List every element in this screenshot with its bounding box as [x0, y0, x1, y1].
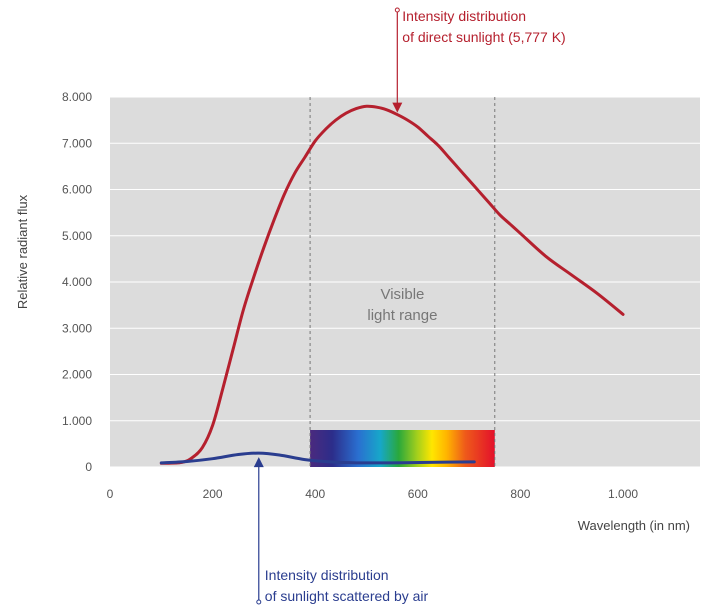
x-tick-label: 0	[107, 487, 114, 501]
annotation-scattered-line2: of sunlight scattered by air	[265, 588, 429, 604]
annotation-direct-line2: of direct sunlight (5,777 K)	[402, 29, 565, 45]
x-tick-label: 400	[305, 487, 325, 501]
y-tick-label: 0	[85, 460, 92, 474]
y-axis-ticks: 0 1.000 2.000 3.000 4.000 5.000 6.000 7.000 8.00…	[62, 90, 92, 474]
series-line-scattered-sunlight	[159, 451, 476, 465]
annotation-scattered-line1: Intensity distribution	[265, 567, 389, 583]
x-tick-label: 200	[203, 487, 223, 501]
y-tick-label: 7.000	[62, 136, 92, 150]
y-tick-label: 5.000	[62, 229, 92, 243]
y-tick-label: 2.000	[62, 368, 92, 382]
visible-range-label-line2: light range	[367, 307, 437, 324]
annotation-dot	[394, 7, 400, 13]
series-group	[159, 104, 625, 465]
series-line-direct-sunlight	[159, 104, 625, 465]
y-tick-label: 1.000	[62, 414, 92, 428]
visible-range-dividers	[309, 97, 496, 467]
annotation-direct-line1: Intensity distribution	[402, 8, 526, 24]
annotation-dot	[256, 599, 262, 605]
x-tick-label: 600	[408, 487, 428, 501]
x-axis-label: Wavelength (in nm)	[578, 518, 690, 533]
y-tick-label: 8.000	[62, 90, 92, 104]
y-axis-label: Relative radiant flux	[15, 194, 30, 309]
annotations: Intensity distribution of direct sunlight…	[253, 7, 566, 605]
visible-range-label-line1: Visible	[380, 286, 424, 303]
y-tick-label: 4.000	[62, 275, 92, 289]
x-tick-label: 800	[510, 487, 530, 501]
annotation-arrowhead	[392, 102, 403, 113]
grid-lines	[110, 96, 700, 468]
x-axis-ticks: 0 200 400 600 800 1.000	[107, 487, 639, 501]
x-tick-label: 1.000	[608, 487, 638, 501]
annotation-arrowhead	[253, 457, 264, 468]
y-tick-label: 3.000	[62, 321, 92, 335]
y-tick-label: 6.000	[62, 183, 92, 197]
